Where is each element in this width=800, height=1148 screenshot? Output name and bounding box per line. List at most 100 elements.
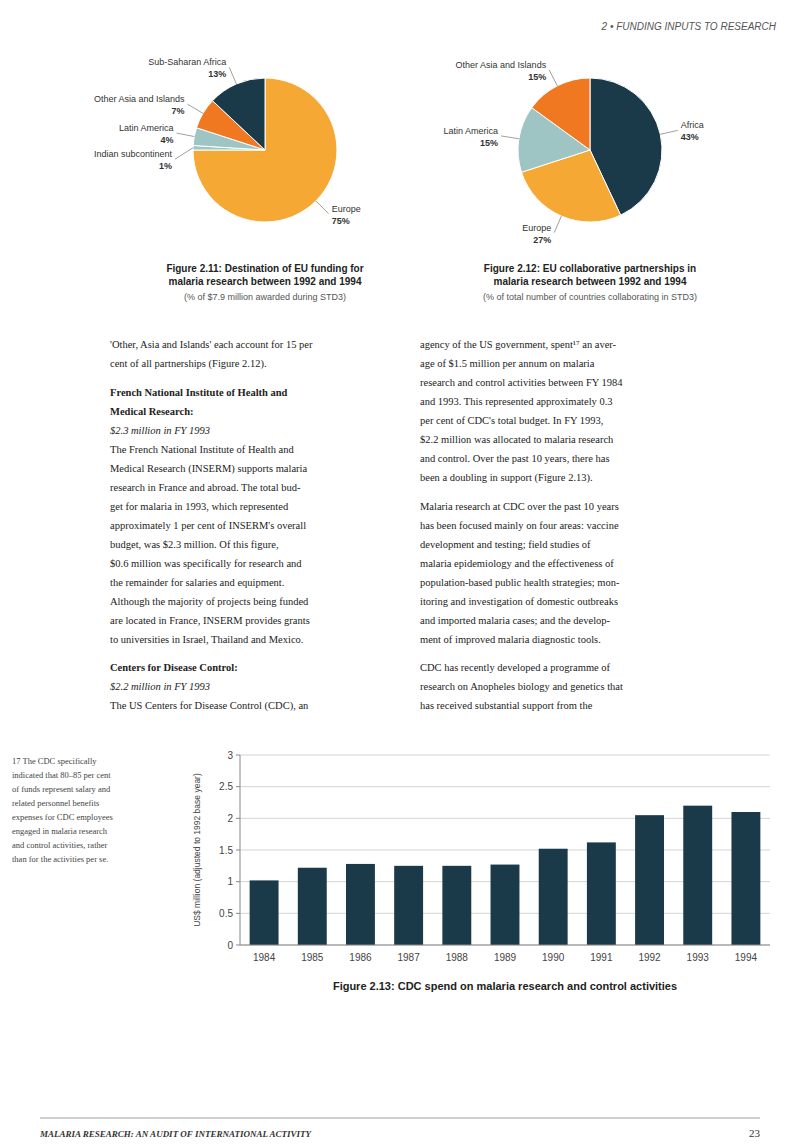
bar-chart: 00.511.522.53198419851986198719881989199… bbox=[192, 750, 770, 964]
bar bbox=[250, 880, 279, 945]
footnote: expenses for CDC employees bbox=[12, 812, 113, 822]
x-tick-label: 1985 bbox=[301, 952, 324, 963]
body-text: malaria epidemiology and the effectivene… bbox=[420, 558, 614, 569]
body-text: Malaria research at CDC over the past 10… bbox=[420, 501, 619, 512]
body-text: and imported malaria cases; and the deve… bbox=[420, 615, 611, 626]
chart-title: malaria research between 1992 and 1994 bbox=[169, 276, 362, 287]
y-tick bbox=[236, 881, 240, 882]
leader-line bbox=[175, 148, 193, 159]
body-text: and control. Over the past 10 years, the… bbox=[420, 453, 610, 464]
x-tick-label: 1994 bbox=[735, 952, 758, 963]
page-number: 23 bbox=[749, 1127, 761, 1139]
x-tick-label: 1988 bbox=[446, 952, 469, 963]
body-text: development and testing; field studies o… bbox=[420, 539, 591, 550]
body-text: are located in France, INSERM provides g… bbox=[110, 615, 310, 626]
slice-value-label: 43% bbox=[681, 132, 699, 142]
footnote: 17 The CDC specifically bbox=[12, 756, 97, 766]
slice-label: Europe bbox=[332, 204, 361, 214]
header: 2 • FUNDING INPUTS TO RESEARCH bbox=[601, 21, 777, 32]
slice-label: Indian subcontinent bbox=[94, 149, 173, 159]
slice-label: Europe bbox=[522, 223, 551, 233]
leader-line bbox=[229, 67, 236, 84]
y-tick bbox=[236, 945, 240, 946]
body-text: approximately 1 per cent of INSERM's ove… bbox=[110, 520, 306, 531]
chart-title: malaria research between 1992 and 1994 bbox=[494, 276, 687, 287]
bar bbox=[635, 815, 664, 945]
bar bbox=[298, 868, 327, 945]
pie-slice bbox=[213, 78, 265, 150]
leader-line bbox=[188, 104, 203, 113]
body-text: been a doubling in support (Figure 2.13)… bbox=[420, 472, 593, 484]
chart-subtitle: (% of total number of countries collabor… bbox=[483, 292, 697, 302]
x-tick-label: 1984 bbox=[253, 952, 276, 963]
slice-value-label: 4% bbox=[161, 135, 174, 145]
x-tick-label: 1990 bbox=[542, 952, 565, 963]
body-text: Although the majority of projects being … bbox=[110, 596, 309, 607]
body-subheading: $2.2 million in FY 1993 bbox=[110, 681, 210, 692]
y-tick bbox=[236, 913, 240, 914]
body-text: The French National Institute of Health … bbox=[110, 444, 294, 455]
body-heading: Centers for Disease Control: bbox=[110, 662, 238, 673]
slice-value-label: 7% bbox=[172, 106, 185, 116]
y-tick-label: 1.5 bbox=[219, 845, 233, 856]
slice-label: Other Asia and Islands bbox=[94, 94, 185, 104]
x-tick-label: 1991 bbox=[590, 952, 613, 963]
grid-line bbox=[240, 786, 770, 787]
slice-value-label: 27% bbox=[533, 235, 551, 245]
bar bbox=[491, 865, 520, 945]
body-text: has been focused mainly on four areas: v… bbox=[420, 520, 619, 531]
slice-label: Africa bbox=[681, 120, 704, 130]
footnote: indicated that 80–85 per cent bbox=[12, 770, 111, 780]
body-text: population-based public health strategie… bbox=[420, 577, 620, 588]
slice-value-label: 15% bbox=[480, 138, 498, 148]
x-tick-label: 1986 bbox=[349, 952, 372, 963]
grid-line bbox=[240, 945, 770, 946]
bar bbox=[587, 842, 616, 945]
footnote: than for the activities per se. bbox=[12, 854, 108, 864]
body-subheading: $2.3 million in FY 1993 bbox=[110, 425, 210, 436]
body-text: get for malaria in 1993, which represent… bbox=[110, 501, 289, 512]
y-tick-label: 0.5 bbox=[219, 908, 233, 919]
x-axis-line bbox=[240, 945, 770, 946]
page: 2 • FUNDING INPUTS TO RESEARCHEurope75%I… bbox=[0, 0, 800, 1148]
bar bbox=[731, 812, 760, 945]
y-axis-line bbox=[240, 755, 241, 945]
x-tick-label: 1993 bbox=[687, 952, 710, 963]
body-text: Medical Research (INSERM) supports malar… bbox=[110, 463, 307, 475]
leader-line bbox=[549, 70, 557, 86]
leader-line bbox=[660, 130, 678, 134]
pie-slice bbox=[532, 78, 590, 150]
chart-title: Figure 2.11: Destination of EU funding f… bbox=[166, 263, 363, 274]
body-text: itoring and investigation of domestic ou… bbox=[420, 596, 618, 607]
body-text: to universities in Israel, Thailand and … bbox=[110, 634, 303, 645]
y-tick-label: 1 bbox=[227, 876, 233, 887]
chart-title: Figure 2.13: CDC spend on malaria resear… bbox=[333, 980, 677, 992]
body-text: research in France and abroad. The total… bbox=[110, 482, 301, 493]
pie-slice bbox=[193, 78, 337, 222]
leader-line bbox=[501, 136, 519, 139]
body-text: $0.6 million was specifically for resear… bbox=[110, 558, 302, 569]
body-text: agency of the US government, spent¹⁷ an … bbox=[420, 339, 617, 350]
footer: MALARIA RESEARCH: AN AUDIT OF INTERNATIO… bbox=[39, 1129, 313, 1139]
slice-value-label: 15% bbox=[528, 72, 546, 82]
y-tick-label: 2.5 bbox=[219, 781, 233, 792]
grid-line bbox=[240, 755, 770, 756]
leader-line bbox=[316, 201, 329, 214]
y-tick-label: 2 bbox=[227, 813, 233, 824]
bars bbox=[250, 806, 761, 945]
x-tick-label: 1992 bbox=[638, 952, 661, 963]
body-text: and 1993. This represented approximately… bbox=[420, 396, 613, 407]
bar bbox=[346, 864, 375, 945]
leader-line bbox=[177, 133, 195, 136]
body-text: The US Centers for Disease Control (CDC)… bbox=[110, 700, 309, 712]
y-tick bbox=[236, 755, 240, 756]
body-text: CDC has recently developed a programme o… bbox=[420, 662, 611, 673]
x-tick-label: 1987 bbox=[398, 952, 421, 963]
pie-chart: Africa43%Europe27%Latin America15%Other … bbox=[444, 60, 704, 245]
y-tick-label: 3 bbox=[227, 750, 233, 761]
slice-value-label: 1% bbox=[159, 161, 172, 171]
leader-line bbox=[554, 216, 561, 233]
x-tick-label: 1989 bbox=[494, 952, 517, 963]
bar bbox=[442, 866, 471, 945]
chart-subtitle: (% of $7.9 million awarded during STD3) bbox=[184, 292, 346, 302]
